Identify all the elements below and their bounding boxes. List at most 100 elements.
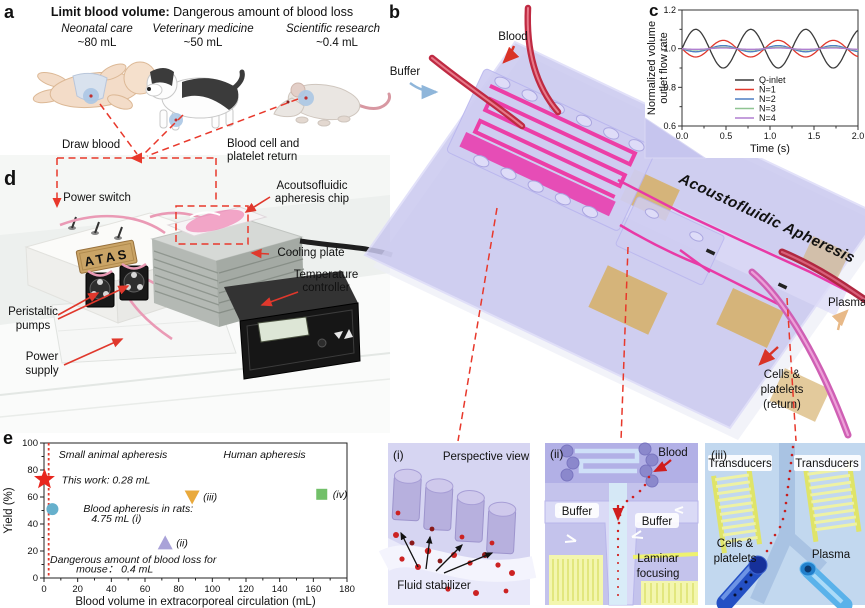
slide-corner bbox=[644, 117, 707, 159]
pumps-label-2: pumps bbox=[16, 320, 51, 332]
svg-text:0.6: 0.6 bbox=[663, 121, 676, 131]
plasma-inset-label: Plasma bbox=[812, 549, 851, 561]
inset-iii-tag: (iii) bbox=[711, 448, 727, 462]
laminar-label-2: focusing bbox=[637, 568, 680, 580]
svg-text:N=2: N=2 bbox=[759, 94, 776, 104]
panel-e: e 0 20 40 60 80 100 120 140 160 180 0 20 40 60 80 100 (i… bbox=[3, 428, 355, 608]
svg-text:(iv): (iv) bbox=[333, 489, 348, 501]
item-neonatal-volume: ~80 mL bbox=[78, 37, 117, 49]
temp-arrow bbox=[260, 291, 299, 307]
svg-text:0.0: 0.0 bbox=[676, 131, 689, 141]
cells-label-2: platelets bbox=[761, 384, 804, 396]
svg-text:1.2: 1.2 bbox=[663, 5, 676, 15]
cell-stream-dots bbox=[761, 445, 795, 561]
temperature-controller-box bbox=[224, 271, 361, 380]
svg-text:N=1: N=1 bbox=[759, 85, 776, 95]
item-research-volume: ~0.4 mL bbox=[316, 37, 358, 49]
svg-text:Yield (%): Yield (%) bbox=[3, 487, 15, 533]
panel-a-tag: a bbox=[4, 2, 15, 22]
svg-text:Normalized volume: Normalized volume bbox=[646, 21, 658, 115]
svg-text:Human apheresis: Human apheresis bbox=[223, 449, 306, 461]
laminar-label-1: Laminar bbox=[637, 553, 679, 565]
chip-label-1: Acoutsofluidic bbox=[277, 180, 348, 192]
inset-transducers: Transducers Transducers (iii) Cells & pl… bbox=[705, 443, 865, 608]
supply-label-2: supply bbox=[25, 365, 58, 377]
cooling-plate-label: Cooling plate bbox=[277, 247, 344, 259]
svg-text:outlet flow rate: outlet flow rate bbox=[658, 32, 670, 104]
microchannels bbox=[617, 178, 865, 307]
panel-e-tag: e bbox=[3, 428, 13, 448]
pump-arrow-2 bbox=[57, 285, 130, 320]
item-veterinary-volume: ~50 mL bbox=[184, 37, 223, 49]
temp-label-1: Temperature bbox=[294, 269, 359, 281]
svg-text:4.75 mL (i): 4.75 mL (i) bbox=[91, 513, 141, 525]
plasma-label: Plasma bbox=[828, 297, 865, 309]
yield-chart: 0 20 40 60 80 100 120 140 160 180 0 20 40 60 80 100 (ii)… bbox=[3, 438, 355, 608]
dog-illustration bbox=[145, 68, 245, 131]
item-neonatal-name: Neonatal care bbox=[61, 23, 133, 35]
inset-i-tag: (i) bbox=[393, 448, 404, 462]
perspective-view-label: Perspective view bbox=[443, 451, 530, 463]
transducers-left-label: Transducers bbox=[708, 458, 772, 470]
buffer-left-label: Buffer bbox=[562, 506, 593, 518]
svg-text:2.0: 2.0 bbox=[852, 131, 865, 141]
blood-label: Blood bbox=[498, 31, 527, 43]
apheresis-chip-photo: Acoustofluidic Apheresis bbox=[363, 4, 865, 440]
transducers-right-label: Transducers bbox=[795, 458, 859, 470]
tubes bbox=[428, 4, 865, 439]
svg-text:0: 0 bbox=[33, 573, 38, 584]
panel-d: ATAS bbox=[0, 155, 393, 433]
stabilizer-arrows bbox=[400, 531, 494, 574]
cooling-plate-arrow bbox=[250, 248, 270, 259]
svg-text:N=4: N=4 bbox=[759, 113, 776, 123]
pump-arrow-1 bbox=[57, 292, 100, 316]
svg-text:1.0: 1.0 bbox=[663, 44, 676, 54]
fluid-stabilizer-label: Fluid stabilizer bbox=[397, 580, 471, 592]
chip-label-2: apheresis chip bbox=[275, 193, 349, 205]
mouse-illustration bbox=[273, 82, 392, 127]
item-veterinary-name: Veterinary medicine bbox=[152, 23, 253, 35]
item-research-name: Scientific research bbox=[286, 23, 380, 35]
inset-laminar-focusing: Buffer Buffer (ii) Blood Laminar focusin… bbox=[544, 442, 699, 606]
panel-b: Acoustofluidic Apheresis b Blood Buffer … bbox=[363, 2, 865, 440]
idt-left bbox=[711, 466, 763, 554]
svg-text:(iii): (iii) bbox=[203, 492, 217, 504]
svg-text:Blood apheresis in rats:: Blood apheresis in rats: bbox=[83, 503, 193, 515]
idt-right bbox=[803, 459, 862, 543]
svg-text:60: 60 bbox=[27, 492, 38, 503]
svg-text:100: 100 bbox=[22, 438, 38, 449]
inset-ii-tag: (ii) bbox=[550, 447, 563, 461]
svg-text:60: 60 bbox=[140, 584, 151, 595]
svg-text:100: 100 bbox=[204, 584, 220, 595]
buffer-arrow bbox=[409, 82, 439, 100]
svg-text:1.5: 1.5 bbox=[808, 131, 821, 141]
idt-electrodes bbox=[549, 552, 699, 605]
svg-text:40: 40 bbox=[27, 519, 38, 530]
panel-d-tag: d bbox=[4, 168, 16, 190]
svg-text:0.5: 0.5 bbox=[720, 131, 733, 141]
svg-text:0.8: 0.8 bbox=[663, 82, 676, 92]
buffer-right-label: Buffer bbox=[642, 516, 673, 528]
panel-c: c 0.0 0.5 1.0 1.5 2.00.60.81.01.2Q-inletN=1N… bbox=[644, 0, 865, 159]
svg-text:80: 80 bbox=[27, 465, 38, 476]
supply-arrow bbox=[63, 338, 124, 366]
svg-text:Small animal apheresis: Small animal apheresis bbox=[59, 449, 168, 461]
cells-inset-label-2: platelets bbox=[714, 553, 757, 565]
svg-text:140: 140 bbox=[272, 584, 288, 595]
cells-arrow bbox=[758, 346, 779, 366]
svg-text:120: 120 bbox=[238, 584, 254, 595]
svg-text:This work: 0.28 mL: This work: 0.28 mL bbox=[62, 475, 151, 487]
blood-inset-arrow bbox=[653, 459, 672, 472]
baby-illustration bbox=[32, 61, 157, 110]
blood-inset-label: Blood bbox=[658, 447, 687, 459]
panel-c-tag: c bbox=[649, 1, 658, 20]
inset-perspective-view: (i) Perspective view Fluid stabilizer bbox=[378, 443, 537, 605]
plasma-tube bbox=[799, 561, 853, 608]
svg-text:(ii): (ii) bbox=[176, 537, 188, 549]
panel-b-tag: b bbox=[389, 2, 400, 22]
svg-text:Blood volume in extracorporeal: Blood volume in extracorporeal circulati… bbox=[75, 596, 315, 608]
pumps-label-1: Peristaltic bbox=[8, 306, 58, 318]
cells-label-1: Cells & bbox=[764, 369, 801, 381]
svg-text:40: 40 bbox=[106, 584, 117, 595]
